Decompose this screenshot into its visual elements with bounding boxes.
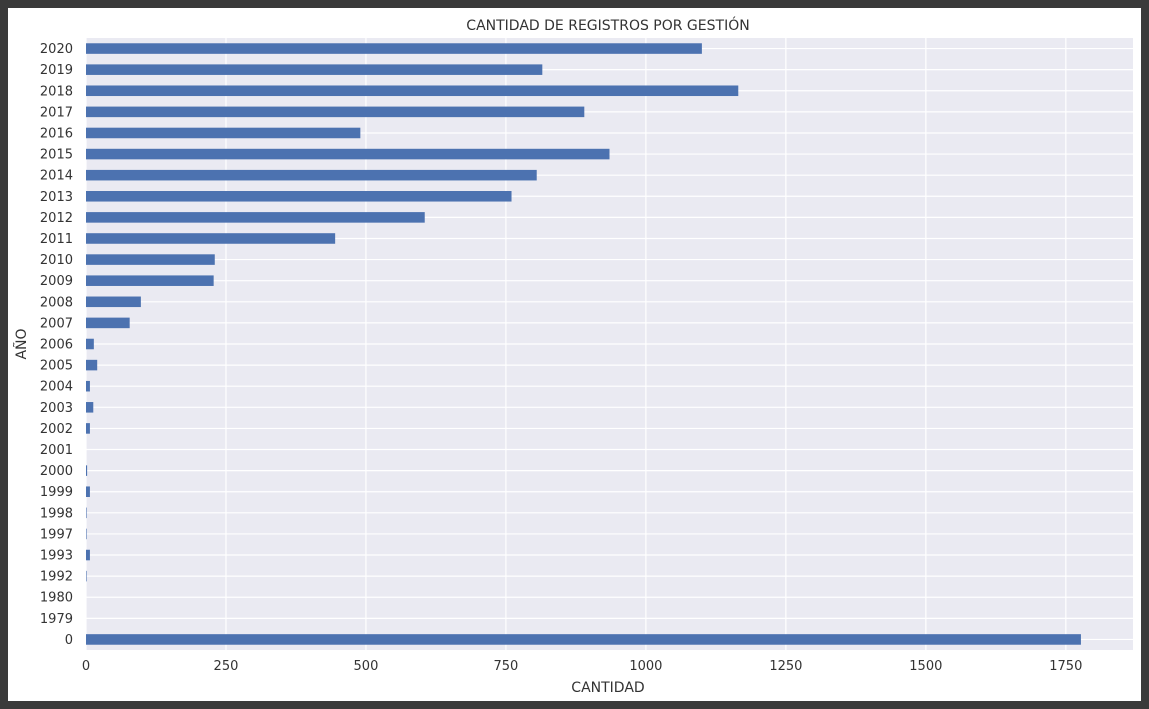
y-tick-label: 2001 (40, 443, 73, 458)
x-tick-labels: 0 250 500 750 1000 1250 1500 1750 (82, 659, 1083, 674)
y-tick-label: 2014 (40, 169, 73, 184)
bar-2010 (86, 254, 215, 265)
bar-1998 (86, 507, 87, 519)
bar-2014 (86, 169, 537, 181)
y-tick-label: 1980 (40, 591, 73, 606)
bar-2011 (86, 233, 336, 244)
x-tick-label: 750 (494, 659, 519, 674)
bar-2015 (86, 148, 610, 160)
bar-2000 (86, 465, 88, 476)
y-tick-label: 2016 (40, 126, 73, 141)
bar-chart: CANTIDAD DE REGISTROS POR GESTIÓN 202020… (13, 16, 1133, 696)
x-tick-label: 1750 (1049, 659, 1082, 674)
bar-2016 (86, 127, 361, 139)
y-tick-label: 1998 (40, 506, 73, 521)
y-tick-label: 2003 (40, 401, 73, 416)
y-tick-label: 2007 (40, 316, 73, 331)
bar-2002 (86, 423, 90, 434)
bar-2003 (86, 402, 94, 413)
y-tick-label: 2019 (40, 63, 73, 78)
chart-title: CANTIDAD DE REGISTROS POR GESTIÓN (466, 16, 749, 34)
x-tick-label: 0 (82, 659, 90, 674)
bar-2009 (86, 275, 214, 286)
x-tick-label: 1000 (629, 659, 662, 674)
y-tick-label: 2013 (40, 190, 73, 205)
y-tick-label: 2011 (40, 232, 73, 247)
y-tick-labels: 2020 2019 2018 2017 2016 2015 2014 2013 2012 2011… (40, 42, 73, 648)
bar-2013 (86, 191, 512, 202)
y-tick-label: 2009 (40, 274, 73, 289)
y-tick-label: 1992 (40, 570, 73, 585)
bar-2020 (86, 43, 702, 54)
bars (86, 43, 1081, 645)
y-tick-label: 2006 (40, 338, 73, 353)
y-tick-label: 1979 (40, 612, 73, 627)
bar-2007 (86, 317, 130, 329)
bar-2018 (86, 85, 739, 97)
y-tick-label: 2000 (40, 464, 73, 479)
bar-1992 (86, 570, 87, 582)
y-tick-label: 2008 (40, 295, 73, 310)
x-tick-label: 1500 (909, 659, 942, 674)
bar-2008 (86, 296, 141, 308)
x-tick-label: 500 (354, 659, 379, 674)
y-tick-label: 1997 (40, 527, 73, 542)
bar-1999 (86, 486, 90, 497)
y-tick-label: 2005 (40, 359, 73, 374)
y-tick-label: 1999 (40, 485, 73, 500)
y-tick-label: 2002 (40, 422, 73, 437)
bar-0 (86, 634, 1081, 645)
y-tick-label: 2004 (40, 380, 73, 395)
bar-2012 (86, 212, 425, 223)
bar-1993 (86, 549, 90, 561)
bar-2019 (86, 64, 543, 75)
bar-2005 (86, 359, 98, 371)
x-tick-label: 1250 (769, 659, 802, 674)
y-tick-label: 2018 (40, 84, 73, 99)
y-tick-label: 2015 (40, 148, 73, 163)
y-tick-label: 2012 (40, 211, 73, 226)
bar-1997 (86, 528, 87, 540)
y-tick-label: 2017 (40, 105, 73, 120)
y-tick-label: 0 (65, 633, 73, 648)
y-axis-label: AÑO (13, 328, 30, 359)
bar-2006 (86, 338, 94, 350)
x-axis-label: CANTIDAD (571, 680, 644, 696)
y-tick-label: 1993 (40, 549, 73, 564)
x-tick-label: 250 (214, 659, 239, 674)
bar-2004 (86, 380, 90, 392)
y-tick-label: 2010 (40, 253, 73, 268)
chart-frame: CANTIDAD DE REGISTROS POR GESTIÓN 2020 20… (8, 8, 1141, 701)
y-tick-label: 2020 (40, 42, 73, 57)
bar-2017 (86, 106, 585, 118)
